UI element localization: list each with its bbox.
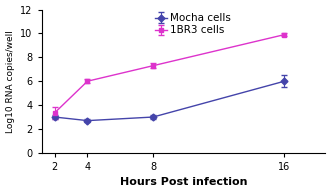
Legend: Mocha cells, 1BR3 cells: Mocha cells, 1BR3 cells bbox=[155, 13, 231, 35]
Y-axis label: Log10 RNA copies/well: Log10 RNA copies/well bbox=[6, 30, 15, 133]
X-axis label: Hours Post infection: Hours Post infection bbox=[120, 177, 247, 187]
